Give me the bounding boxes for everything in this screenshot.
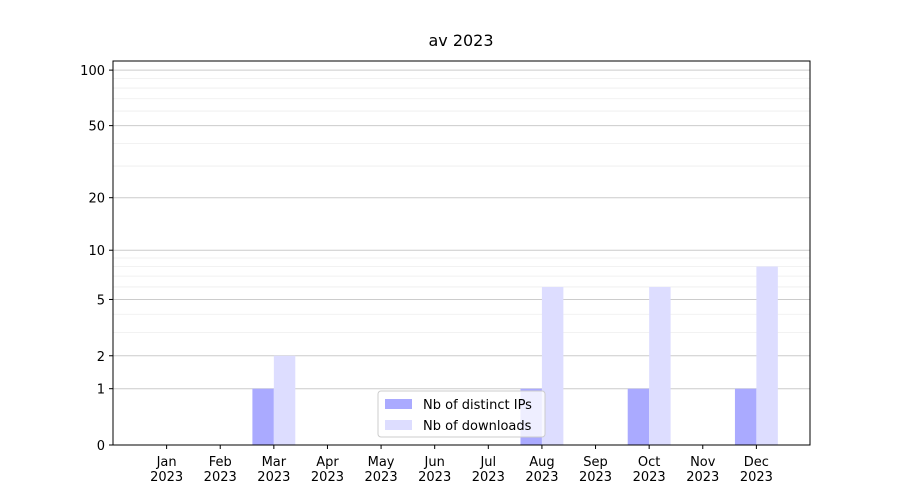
y-tick-label: 1 — [97, 383, 105, 398]
y-tick-label: 20 — [88, 192, 105, 207]
y-tick-label: 5 — [97, 293, 105, 308]
x-tick-label: Oct 2023 — [633, 455, 666, 485]
legend-swatch — [385, 420, 412, 430]
x-tick-label: Feb 2023 — [204, 455, 237, 485]
chart-title: av 2023 — [428, 31, 493, 50]
x-tick-label: Mar 2023 — [257, 455, 290, 485]
x-tick-label: Sep 2023 — [579, 455, 612, 485]
legend-label: Nb of distinct IPs — [423, 398, 532, 413]
legend-box — [377, 390, 546, 438]
y-tick-label: 50 — [88, 120, 105, 135]
y-tick-label: 2 — [97, 350, 105, 365]
y-tick-label: 0 — [97, 439, 105, 454]
bar — [734, 388, 757, 445]
x-tick-label: Nov 2023 — [686, 455, 719, 485]
x-tick-label: Jan 2023 — [150, 455, 183, 485]
y-tick-label: 100 — [80, 64, 105, 79]
legend-label: Nb of downloads — [423, 419, 532, 434]
legend-swatch — [385, 399, 412, 409]
bar — [649, 286, 671, 445]
bar — [541, 286, 564, 445]
x-tick-label: Jul 2023 — [472, 455, 505, 485]
bar — [273, 355, 296, 445]
y-tick-label: 10 — [88, 244, 105, 259]
x-tick-label: Aug 2023 — [525, 455, 558, 485]
bar — [756, 266, 778, 445]
bar — [627, 388, 650, 445]
x-tick-label: Apr 2023 — [311, 455, 344, 485]
axes-frame — [112, 60, 811, 446]
bar — [252, 388, 274, 445]
x-tick-label: Jun 2023 — [418, 455, 451, 485]
x-tick-label: May 2023 — [365, 455, 398, 485]
x-tick-label: Dec 2023 — [740, 455, 773, 485]
